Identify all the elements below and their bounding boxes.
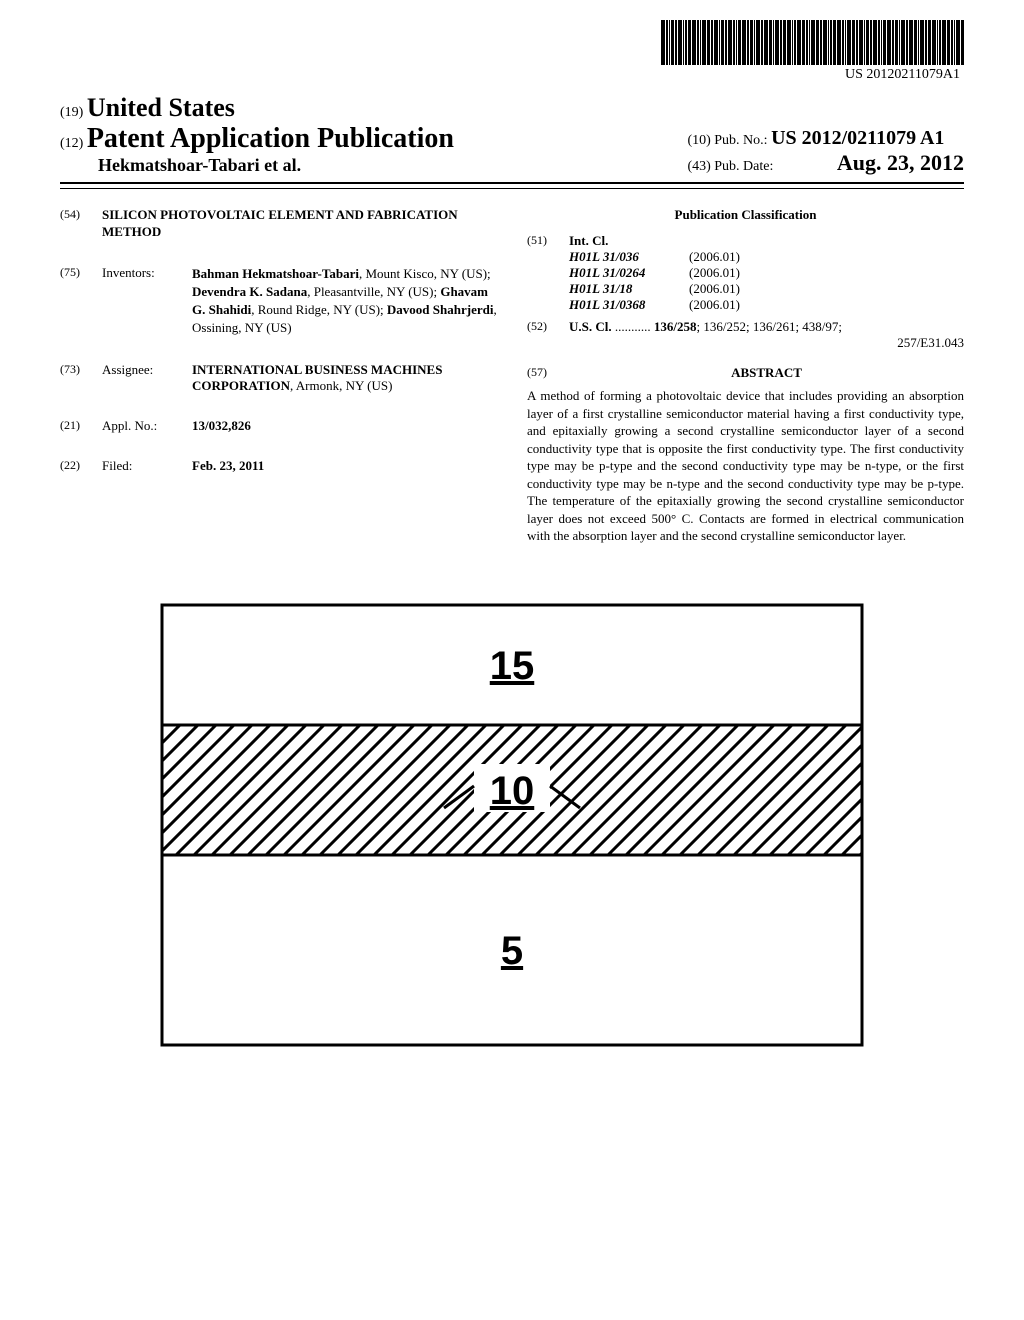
country-code: (19): [60, 105, 83, 120]
intcl-label: Int. Cl.: [569, 233, 964, 249]
uscl-lead: 136/258: [654, 319, 697, 334]
barcode-pubid: US 20120211079A1: [661, 67, 964, 83]
inventor-loc: , Mount Kisco, NY (US);: [359, 266, 491, 281]
invention-title: SILICON PHOTOVOLTAIC ELEMENT AND FABRICA…: [102, 207, 497, 241]
inventor-name: Davood Shahrjerdi: [387, 302, 494, 317]
intcl-class: H01L 31/18: [569, 281, 689, 297]
abstract-header: ABSTRACT: [569, 365, 964, 381]
assignee-section: (73) Assignee: INTERNATIONAL BUSINESS MA…: [60, 362, 497, 394]
inventors-label: Inventors:: [102, 265, 192, 338]
title-code: (54): [60, 207, 102, 241]
inventor-name: Bahman Hekmatshoar-Tabari: [192, 266, 359, 281]
barcode-block: US 20120211079A1: [661, 20, 964, 83]
barcode-icon: [661, 20, 964, 65]
pub-no-label: Pub. No.:: [714, 133, 767, 148]
applno-value: 13/032,826: [192, 418, 497, 434]
applno-section: (21) Appl. No.: 13/032,826: [60, 418, 497, 434]
uscl-dots: ...........: [612, 319, 654, 334]
uscl-rest: ; 136/252; 136/261; 438/97;: [697, 319, 843, 334]
filed-section: (22) Filed: Feb. 23, 2011: [60, 458, 497, 474]
intcl-class: H01L 31/0264: [569, 265, 689, 281]
applno-label: Appl. No.:: [102, 418, 192, 434]
pub-type-code: (12): [60, 136, 83, 151]
header-left: (19) United States (12) Patent Applicati…: [60, 93, 454, 176]
divider: [60, 188, 964, 189]
pub-type: Patent Application Publication: [87, 123, 454, 154]
intcl-row: H01L 31/0264(2006.01): [569, 265, 964, 281]
pub-type-line: (12) Patent Application Publication: [60, 123, 454, 155]
pub-date-code: (43): [687, 159, 710, 174]
inventors-code: (75): [60, 265, 102, 338]
intcl-row: H01L 31/18(2006.01): [569, 281, 964, 297]
uscl-line2: 257/E31.043: [569, 335, 964, 351]
assignee-code: (73): [60, 362, 102, 394]
svg-text:15: 15: [490, 644, 535, 688]
uscl-section: (52) U.S. Cl. ........... 136/258; 136/2…: [527, 319, 964, 351]
country-name: United States: [87, 93, 235, 122]
pub-no-line: (10) Pub. No.: US 2012/0211079 A1: [687, 127, 964, 150]
assignee-loc: , Armonk, NY (US): [290, 378, 392, 393]
header-right: (10) Pub. No.: US 2012/0211079 A1 (43) P…: [687, 127, 964, 176]
pub-date-value: Aug. 23, 2012: [837, 150, 964, 175]
intcl-section: (51) Int. Cl. H01L 31/036(2006.01) H01L …: [527, 233, 964, 313]
filed-value: Feb. 23, 2011: [192, 458, 497, 474]
intcl-table: H01L 31/036(2006.01) H01L 31/0264(2006.0…: [569, 249, 964, 313]
filed-label: Filed:: [102, 458, 192, 474]
abstract-text: A method of forming a photovoltaic devic…: [527, 387, 964, 545]
inventor-loc: , Pleasantville, NY (US);: [307, 284, 440, 299]
abstract-code: (57): [527, 365, 569, 387]
assignee-label: Assignee:: [102, 362, 192, 394]
intcl-class: H01L 31/036: [569, 249, 689, 265]
intcl-class: H01L 31/0368: [569, 297, 689, 313]
left-column: (54) SILICON PHOTOVOLTAIC ELEMENT AND FA…: [60, 207, 497, 545]
uscl-code: (52): [527, 319, 569, 351]
filed-code: (22): [60, 458, 102, 474]
country-line: (19) United States: [60, 93, 454, 123]
inventors-list: Bahman Hekmatshoar-Tabari, Mount Kisco, …: [192, 265, 497, 338]
intcl-row: H01L 31/0368(2006.01): [569, 297, 964, 313]
inventor-name: Devendra K. Sadana: [192, 284, 307, 299]
intcl-row: H01L 31/036(2006.01): [569, 249, 964, 265]
intcl-year: (2006.01): [689, 281, 740, 297]
abstract-section: (57) ABSTRACT A method of forming a phot…: [527, 365, 964, 545]
applno-code: (21): [60, 418, 102, 434]
assignee-content: INTERNATIONAL BUSINESS MACHINES CORPORAT…: [192, 362, 497, 394]
authors-line: Hekmatshoar-Tabari et al.: [60, 155, 454, 176]
intcl-year: (2006.01): [689, 297, 740, 313]
title-section: (54) SILICON PHOTOVOLTAIC ELEMENT AND FA…: [60, 207, 497, 241]
pub-date-line: (43) Pub. Date: Aug. 23, 2012: [687, 150, 964, 176]
pub-no-code: (10): [687, 133, 710, 148]
intcl-year: (2006.01): [689, 249, 740, 265]
intcl-content: Int. Cl. H01L 31/036(2006.01) H01L 31/02…: [569, 233, 964, 313]
classification-header: Publication Classification: [527, 207, 964, 223]
uscl-content: U.S. Cl. ........... 136/258; 136/252; 1…: [569, 319, 964, 351]
inventor-loc: , Round Ridge, NY (US);: [251, 302, 387, 317]
columns: (54) SILICON PHOTOVOLTAIC ELEMENT AND FA…: [60, 207, 964, 545]
svg-text:5: 5: [501, 929, 523, 973]
figure-area: 15 10 5: [60, 585, 964, 1065]
inventors-section: (75) Inventors: Bahman Hekmatshoar-Tabar…: [60, 265, 497, 338]
intcl-year: (2006.01): [689, 265, 740, 281]
right-column: Publication Classification (51) Int. Cl.…: [527, 207, 964, 545]
intcl-code: (51): [527, 233, 569, 313]
layer-diagram: 15 10 5: [142, 585, 882, 1065]
svg-text:10: 10: [490, 769, 535, 813]
barcode-region: US 20120211079A1: [60, 20, 964, 83]
header-row: (19) United States (12) Patent Applicati…: [60, 93, 964, 184]
uscl-label: U.S. Cl.: [569, 319, 612, 334]
pub-date-label: Pub. Date:: [714, 159, 773, 174]
pub-no-value: US 2012/0211079 A1: [771, 127, 944, 149]
